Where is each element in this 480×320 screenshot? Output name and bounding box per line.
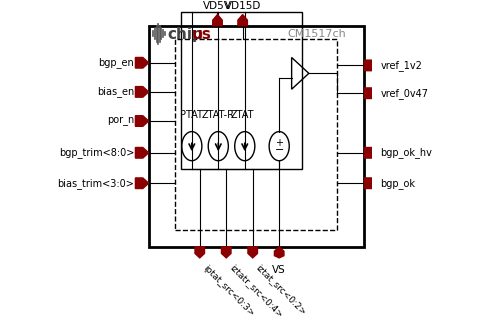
Polygon shape [364,60,378,71]
Polygon shape [364,178,378,188]
Text: vref_1v2: vref_1v2 [380,60,422,71]
Bar [149,26,364,247]
Text: bias_en: bias_en [97,86,134,97]
Text: PTAT: PTAT [180,110,203,120]
Text: CM1517ch: CM1517ch [288,29,347,39]
Text: chip: chip [167,27,203,42]
Bar [175,39,336,229]
Polygon shape [248,247,257,258]
Text: ZTAT-R: ZTAT-R [202,110,235,120]
Polygon shape [195,247,204,258]
Polygon shape [135,116,149,126]
Text: ZTAT: ZTAT [231,110,254,120]
Text: bgp_en: bgp_en [98,57,134,68]
Polygon shape [135,87,149,97]
Text: bgp_ok_hv: bgp_ok_hv [380,147,432,158]
Text: +: + [275,138,283,148]
Polygon shape [364,148,378,158]
Text: us: us [192,27,211,42]
Text: −: − [275,145,284,155]
Polygon shape [135,58,149,68]
Polygon shape [135,148,149,158]
Text: iztat_src<0:2>: iztat_src<0:2> [254,263,308,317]
Text: bgp_trim<8:0>: bgp_trim<8:0> [59,147,134,158]
Polygon shape [221,247,231,258]
Text: VS: VS [272,265,286,275]
Text: VD15D: VD15D [225,1,261,11]
Bar [181,12,302,169]
Polygon shape [275,247,284,258]
Text: iptat_src<0:3>: iptat_src<0:3> [201,263,256,318]
Text: bias_trim<3:0>: bias_trim<3:0> [57,178,134,189]
Text: iztatr_src<0:4>: iztatr_src<0:4> [228,263,284,320]
Text: por_n: por_n [107,116,134,126]
Polygon shape [364,88,378,99]
Text: bgp_ok: bgp_ok [380,178,415,189]
Text: vref_0v47: vref_0v47 [380,88,428,99]
Polygon shape [238,15,247,26]
Text: VD5V: VD5V [203,1,232,11]
Polygon shape [213,15,222,26]
Polygon shape [135,178,149,188]
